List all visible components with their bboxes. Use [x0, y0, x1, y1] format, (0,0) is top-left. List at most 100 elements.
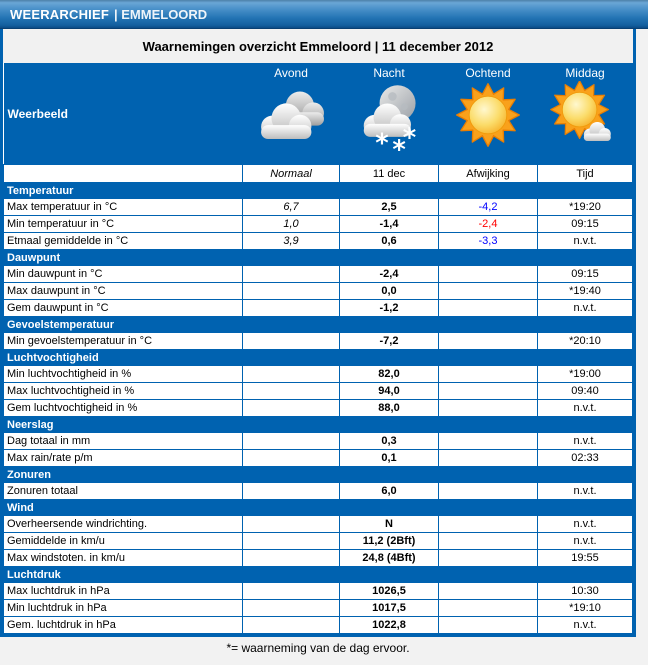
data-row: Min gevoelstemperatuur in °C -7,2 *20:10: [3, 332, 633, 350]
time-value: n.v.t.: [537, 232, 633, 250]
deviation-value: [438, 365, 538, 383]
deviation-value: [438, 432, 538, 450]
data-row: Max luchtvochtigheid in % 94,0 09:40: [3, 382, 633, 400]
header-location: | EMMELOORD: [113, 6, 208, 22]
observed-value: 6,0: [339, 482, 439, 500]
deviation-value: [438, 382, 538, 400]
row-label: Max rain/rate p/m: [3, 449, 243, 467]
normal-value: [242, 432, 340, 450]
data-row: Gem. luchtdruk in hPa 1022,8 n.v.t.: [3, 616, 633, 634]
site-brand: WEERARCHIEF: [10, 6, 109, 22]
weerbeeld-label: Weerbeeld: [3, 63, 243, 165]
normal-value: [242, 532, 340, 550]
normal-value: [242, 399, 340, 417]
section-header-row: Dauwpunt: [3, 249, 633, 266]
footnote: *= waarneming van de dag ervoor.: [226, 641, 410, 655]
observed-value: -1,2: [339, 299, 439, 317]
observed-value: 11,2 (2Bft): [339, 532, 439, 550]
data-row: Etmaal gemiddelde in °C 3,9 0,6 -3,3 n.v.t.: [3, 232, 633, 250]
row-label: Max luchtvochtigheid in %: [3, 382, 243, 400]
section-header-row: Neerslag: [3, 416, 633, 433]
observed-value: 1022,8: [339, 616, 439, 634]
data-row: Min luchtvochtigheid in % 82,0 *19:00: [3, 365, 633, 383]
row-label: Min temperatuur in °C: [3, 215, 243, 233]
data-row: Dag totaal in mm 0,3 n.v.t.: [3, 432, 633, 450]
section-title: Zonuren: [3, 466, 633, 483]
time-value: n.v.t.: [537, 399, 633, 417]
deviation-value: [438, 449, 538, 467]
data-row: Max rain/rate p/m 0,1 02:33: [3, 449, 633, 467]
normal-value: 6,7: [242, 198, 340, 216]
row-label: Min luchtvochtigheid in %: [3, 365, 243, 383]
observed-value: 0,1: [339, 449, 439, 467]
observed-value: 24,8 (4Bft): [339, 549, 439, 567]
deviation-value: [438, 582, 538, 600]
row-label: Gem. luchtdruk in hPa: [3, 616, 243, 634]
svg-text:*: *: [375, 128, 388, 153]
row-label: Max temperatuur in °C: [3, 198, 243, 216]
row-label: Gem luchtvochtigheid in %: [3, 399, 243, 417]
normal-value: [242, 599, 340, 617]
observed-value: 94,0: [339, 382, 439, 400]
row-label: Overheersende windrichting.: [3, 515, 243, 533]
section-header-row: Luchtdruk: [3, 566, 633, 583]
data-row: Gemiddelde in km/u 11,2 (2Bft) n.v.t.: [3, 532, 633, 550]
observed-value: 1026,5: [339, 582, 439, 600]
time-value: *19:10: [537, 599, 633, 617]
row-label: Min luchtdruk in hPa: [3, 599, 243, 617]
sun-with-cloud-icon: [538, 81, 633, 149]
column-header-afwijking: Afwijking: [438, 164, 538, 183]
section-title: Temperatuur: [3, 182, 633, 199]
row-label: Max dauwpunt in °C: [3, 282, 243, 300]
row-label: Min gevoelstemperatuur in °C: [3, 332, 243, 350]
row-label: Min dauwpunt in °C: [3, 265, 243, 283]
time-value: *20:10: [537, 332, 633, 350]
row-label: Max luchtdruk in hPa: [3, 582, 243, 600]
data-row: Min temperatuur in °C 1,0 -1,4 -2,4 09:15: [3, 215, 633, 233]
time-value: n.v.t.: [537, 482, 633, 500]
weather-archive-panel: Waarnemingen overzicht Emmeloord | 11 de…: [0, 29, 636, 637]
time-value: *19:00: [537, 365, 633, 383]
section-title: Neerslag: [3, 416, 633, 433]
normal-value: [242, 265, 340, 283]
data-row: Max temperatuur in °C 6,7 2,5 -4,2 *19:20: [3, 198, 633, 216]
section-header-row: Zonuren: [3, 466, 633, 483]
data-row: Min dauwpunt in °C -2,4 09:15: [3, 265, 633, 283]
time-value: 19:55: [537, 549, 633, 567]
section-title: Luchtvochtigheid: [3, 349, 633, 366]
section-header-row: Gevoelstemperatuur: [3, 316, 633, 333]
period-nacht: Nacht * * *: [339, 63, 439, 165]
deviation-value: -3,3: [438, 232, 538, 250]
deviation-value: -2,4: [438, 215, 538, 233]
observed-value: 88,0: [339, 399, 439, 417]
normal-value: [242, 582, 340, 600]
data-row: Gem luchtvochtigheid in % 88,0 n.v.t.: [3, 399, 633, 417]
deviation-value: [438, 265, 538, 283]
observed-value: N: [339, 515, 439, 533]
normal-value: [242, 299, 340, 317]
data-row: Max luchtdruk in hPa 1026,5 10:30: [3, 582, 633, 600]
normal-value: [242, 616, 340, 634]
normal-value: [242, 382, 340, 400]
section-title: Gevoelstemperatuur: [3, 316, 633, 333]
deviation-value: [438, 532, 538, 550]
time-value: n.v.t.: [537, 432, 633, 450]
time-value: n.v.t.: [537, 515, 633, 533]
observed-value: 2,5: [339, 198, 439, 216]
row-label: Zonuren totaal: [3, 482, 243, 500]
time-value: *19:40: [537, 282, 633, 300]
observed-value: 0,0: [339, 282, 439, 300]
time-value: 02:33: [537, 449, 633, 467]
normal-value: 1,0: [242, 215, 340, 233]
normal-value: [242, 482, 340, 500]
sunny-icon: [439, 81, 538, 149]
time-value: 10:30: [537, 582, 633, 600]
cloudy-icon: [243, 81, 340, 147]
deviation-value: [438, 549, 538, 567]
normal-value: [242, 549, 340, 567]
normal-value: [242, 365, 340, 383]
period-ochtend: Ochtend: [438, 63, 538, 165]
data-row: Gem dauwpunt in °C -1,2 n.v.t.: [3, 299, 633, 317]
deviation-value: [438, 332, 538, 350]
